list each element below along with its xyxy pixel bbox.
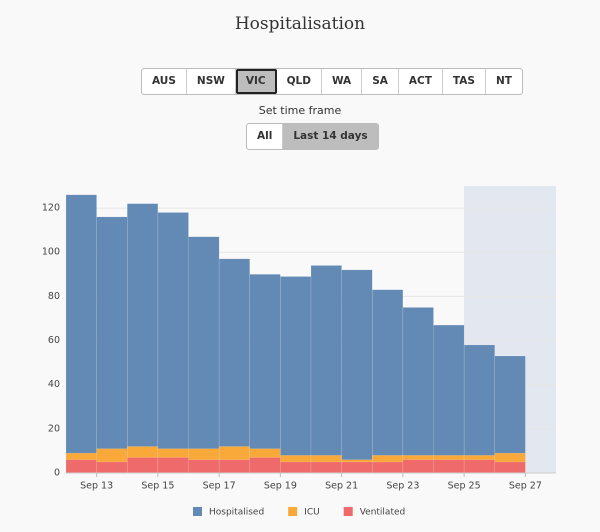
toggle-button[interactable]: Last 14 days — [283, 124, 378, 149]
x-tick-label: Sep 17 — [203, 481, 236, 492]
bar — [218, 459, 250, 474]
toggle-button[interactable]: WA — [322, 69, 363, 94]
bar — [157, 457, 189, 474]
bar — [310, 461, 342, 474]
timeframe-selector: All Last 14 days — [246, 123, 379, 150]
x-tick-label: Sep 23 — [386, 481, 419, 492]
toggle-button[interactable]: All — [247, 124, 284, 149]
bar — [341, 269, 373, 474]
page-title: Hospitalisation — [234, 14, 366, 34]
bar — [494, 461, 526, 474]
bar — [65, 459, 97, 474]
bar — [341, 461, 373, 474]
toggle-button[interactable]: ACT — [399, 69, 443, 94]
bar — [249, 457, 281, 474]
bar — [65, 194, 97, 474]
bar — [372, 289, 404, 474]
x-tick-label: Sep 13 — [80, 481, 113, 492]
legend-swatch — [288, 507, 298, 516]
timeframe-label: Set time frame — [258, 104, 342, 117]
bar — [463, 459, 495, 474]
x-tick-label: Sep 19 — [264, 481, 297, 492]
bar — [249, 274, 281, 474]
x-tick-label: Sep 21 — [325, 481, 358, 492]
x-tick-label: Sep 25 — [448, 481, 481, 492]
x-tick-label: Sep 27 — [509, 481, 542, 492]
legend-swatch — [343, 507, 353, 516]
y-tick-label: 0 — [54, 468, 60, 479]
bar — [463, 344, 495, 474]
y-tick-label: 60 — [48, 335, 60, 346]
toggle-button[interactable]: NSW — [187, 69, 236, 94]
bar — [280, 276, 312, 474]
bar — [188, 236, 220, 474]
bar — [127, 457, 159, 474]
bar — [96, 216, 128, 474]
bar — [402, 459, 434, 474]
legend-swatch — [193, 507, 202, 516]
y-tick-label: 40 — [48, 379, 60, 390]
y-tick-label: 100 — [42, 247, 60, 258]
toggle-button[interactable]: SA — [362, 69, 399, 94]
legend-label: Hospitalised — [209, 508, 264, 518]
bar — [157, 212, 189, 474]
toggle-button[interactable]: TAS — [443, 69, 486, 94]
toggle-button[interactable]: QLD — [277, 69, 322, 94]
bar — [372, 461, 404, 474]
bar — [402, 307, 434, 474]
legend-label: Ventilated — [360, 508, 406, 518]
toggle-button[interactable]: NT — [495, 75, 512, 87]
x-tick-label: Sep 15 — [141, 481, 174, 492]
bar — [433, 324, 465, 474]
bar — [280, 461, 312, 474]
toggle-button[interactable]: AUS — [142, 69, 187, 94]
bar — [127, 203, 159, 474]
bar — [188, 459, 220, 474]
y-tick-label: 20 — [48, 423, 60, 434]
y-tick-label: 80 — [48, 291, 60, 302]
toggle-button[interactable]: VIC — [235, 69, 277, 94]
bar — [433, 459, 465, 474]
bar — [310, 265, 342, 474]
bar — [218, 258, 250, 474]
legend-label: ICU — [304, 508, 320, 518]
region-selector: AUS NSW VIC QLD WA SA ACT TAS NT — [141, 68, 523, 95]
y-tick-label: 120 — [42, 203, 60, 214]
bar — [96, 461, 128, 474]
